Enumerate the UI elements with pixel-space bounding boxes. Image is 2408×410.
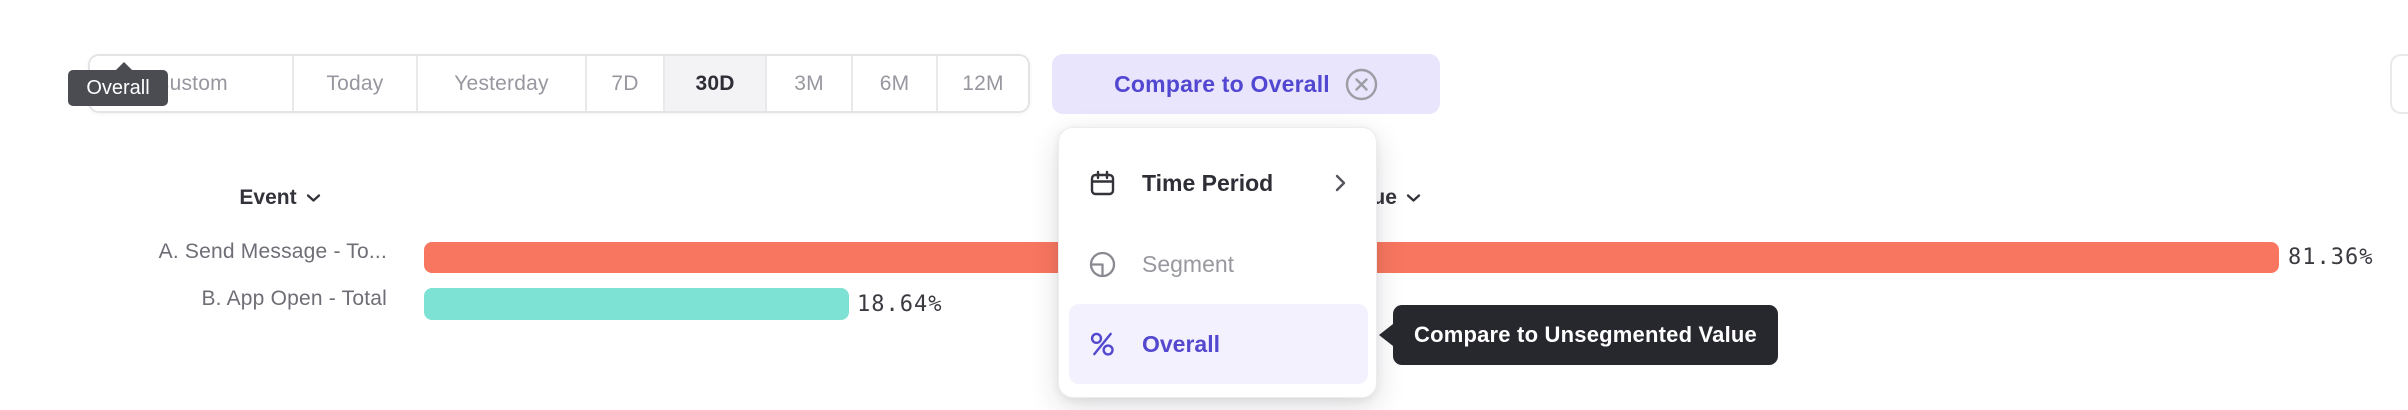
time-range-6m[interactable]: 6M	[853, 56, 938, 111]
menu-item-time-period-label: Time Period	[1142, 169, 1274, 196]
circle-x-icon[interactable]	[1345, 68, 1378, 101]
event-column-header[interactable]: Event	[180, 186, 380, 210]
event-column-header-label: Event	[239, 186, 297, 209]
menu-item-overall-label: Overall	[1142, 330, 1220, 357]
tooltip-arrow-up	[116, 62, 132, 70]
bar-value-label-a: 81.36%	[2288, 245, 2374, 270]
calendar-icon	[1089, 170, 1116, 197]
clipped-edge-button[interactable]	[2390, 54, 2408, 114]
menu-item-overall[interactable]: Overall	[1069, 304, 1368, 384]
chevron-down-icon	[306, 193, 321, 203]
bar-row-label-b: B. App Open - Total	[201, 287, 387, 310]
compare-to-overall-button[interactable]: Compare to Overall	[1052, 54, 1440, 114]
chevron-down-icon	[1406, 193, 1421, 203]
overall-tooltip: Overall	[68, 62, 168, 106]
time-range-30d[interactable]: 30D	[665, 56, 767, 111]
time-range-3m[interactable]: 3M	[767, 56, 853, 111]
compare-unsegmented-tooltip-text: Compare to Unsegmented Value	[1413, 322, 1757, 347]
compare-unsegmented-tooltip: Compare to Unsegmented Value	[1379, 305, 1778, 365]
compare-to-overall-label: Compare to Overall	[1114, 70, 1330, 97]
menu-item-segment-label: Segment	[1142, 250, 1235, 277]
pie-segment-icon	[1089, 251, 1116, 278]
overall-tooltip-text: Overall	[86, 76, 150, 99]
time-range-12m[interactable]: 12M	[938, 56, 1028, 111]
bar-value-label-b: 18.64%	[857, 292, 943, 317]
menu-item-segment[interactable]: Segment	[1069, 230, 1368, 298]
bar-app-open[interactable]	[424, 288, 849, 320]
time-range-yesterday[interactable]: Yesterday	[418, 56, 587, 111]
bar-row-label-a: A. Send Message - To...	[158, 240, 387, 263]
time-range-selector: Custom Today Yesterday 7D 30D 3M 6M 12M	[88, 54, 1030, 113]
compare-dropdown-menu: Time Period Segment Over	[1058, 127, 1377, 398]
time-range-7d[interactable]: 7D	[587, 56, 665, 111]
chevron-right-icon	[1335, 174, 1346, 192]
menu-item-time-period[interactable]: Time Period	[1069, 149, 1368, 217]
time-range-today[interactable]: Today	[294, 56, 418, 111]
tooltip-arrow-left	[1379, 324, 1393, 346]
percent-icon	[1089, 330, 1116, 358]
